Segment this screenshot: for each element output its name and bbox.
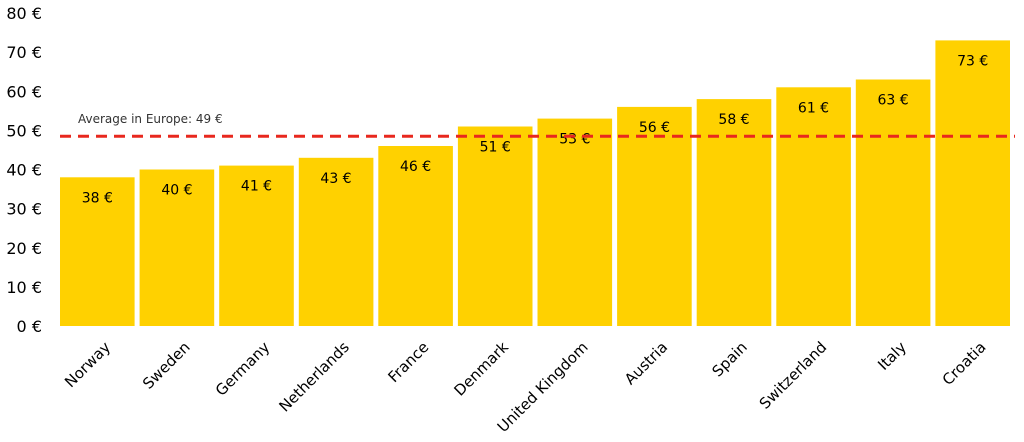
category-label: Netherlands <box>275 338 353 416</box>
bar-netherlands <box>298 157 374 326</box>
category-label: Italy <box>874 338 910 374</box>
bar-switzerland <box>776 87 851 326</box>
data-label: 63 € <box>878 93 909 109</box>
y-tick-label: 70 € <box>6 43 42 62</box>
data-label: 41 € <box>241 179 272 195</box>
category-label: France <box>384 338 432 386</box>
data-label: 56 € <box>639 120 670 136</box>
category-label: Switzerland <box>756 338 831 413</box>
bar-croatia <box>935 40 1010 327</box>
y-tick-label: 60 € <box>6 82 42 101</box>
category-label: Sweden <box>139 338 194 393</box>
data-label: 38 € <box>82 190 113 206</box>
category-label: Germany <box>212 338 274 400</box>
y-tick-label: 80 € <box>6 4 42 23</box>
data-label: 51 € <box>480 140 511 156</box>
bar-france <box>378 146 453 326</box>
bar-united-kingdom <box>537 118 613 326</box>
bar-austria <box>617 106 692 327</box>
bar-norway <box>60 177 135 326</box>
category-label: Spain <box>708 338 750 380</box>
y-tick-label: 50 € <box>6 121 42 140</box>
category-label: Austria <box>621 338 671 388</box>
data-label: 58 € <box>718 112 749 128</box>
y-tick-label: 10 € <box>6 278 42 297</box>
y-tick-label: 20 € <box>6 239 42 258</box>
y-tick-label: 40 € <box>6 161 42 180</box>
bar-spain <box>696 99 772 326</box>
data-label: 43 € <box>320 171 351 187</box>
data-label: 53 € <box>559 132 590 148</box>
category-label: Norway <box>61 338 114 391</box>
y-tick-label: 30 € <box>6 200 42 219</box>
category-label: Croatia <box>939 338 990 389</box>
data-label: 46 € <box>400 159 431 175</box>
bar-italy <box>855 79 931 326</box>
bar-germany <box>219 165 294 326</box>
average-label: Average in Europe: 49 € <box>78 112 223 126</box>
data-label: 40 € <box>161 183 192 199</box>
bar-denmark <box>457 126 533 326</box>
bar-sweden <box>139 169 215 326</box>
category-label: Denmark <box>451 338 513 400</box>
y-tick-label: 0 € <box>17 317 42 336</box>
data-label: 73 € <box>957 53 988 69</box>
data-label: 61 € <box>798 100 829 116</box>
